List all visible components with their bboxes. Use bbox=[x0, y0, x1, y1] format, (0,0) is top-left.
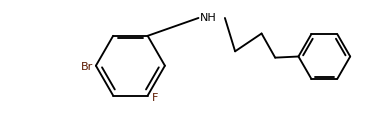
Text: NH: NH bbox=[200, 13, 217, 23]
Text: F: F bbox=[152, 92, 159, 102]
Text: Br: Br bbox=[81, 61, 93, 71]
